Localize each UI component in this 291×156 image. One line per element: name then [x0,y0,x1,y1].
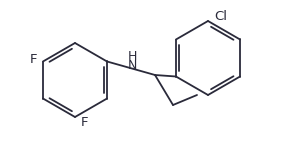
Text: H: H [127,50,137,63]
Text: F: F [80,117,88,129]
Text: Cl: Cl [214,10,228,22]
Text: N: N [127,59,137,72]
Text: F: F [30,53,38,66]
